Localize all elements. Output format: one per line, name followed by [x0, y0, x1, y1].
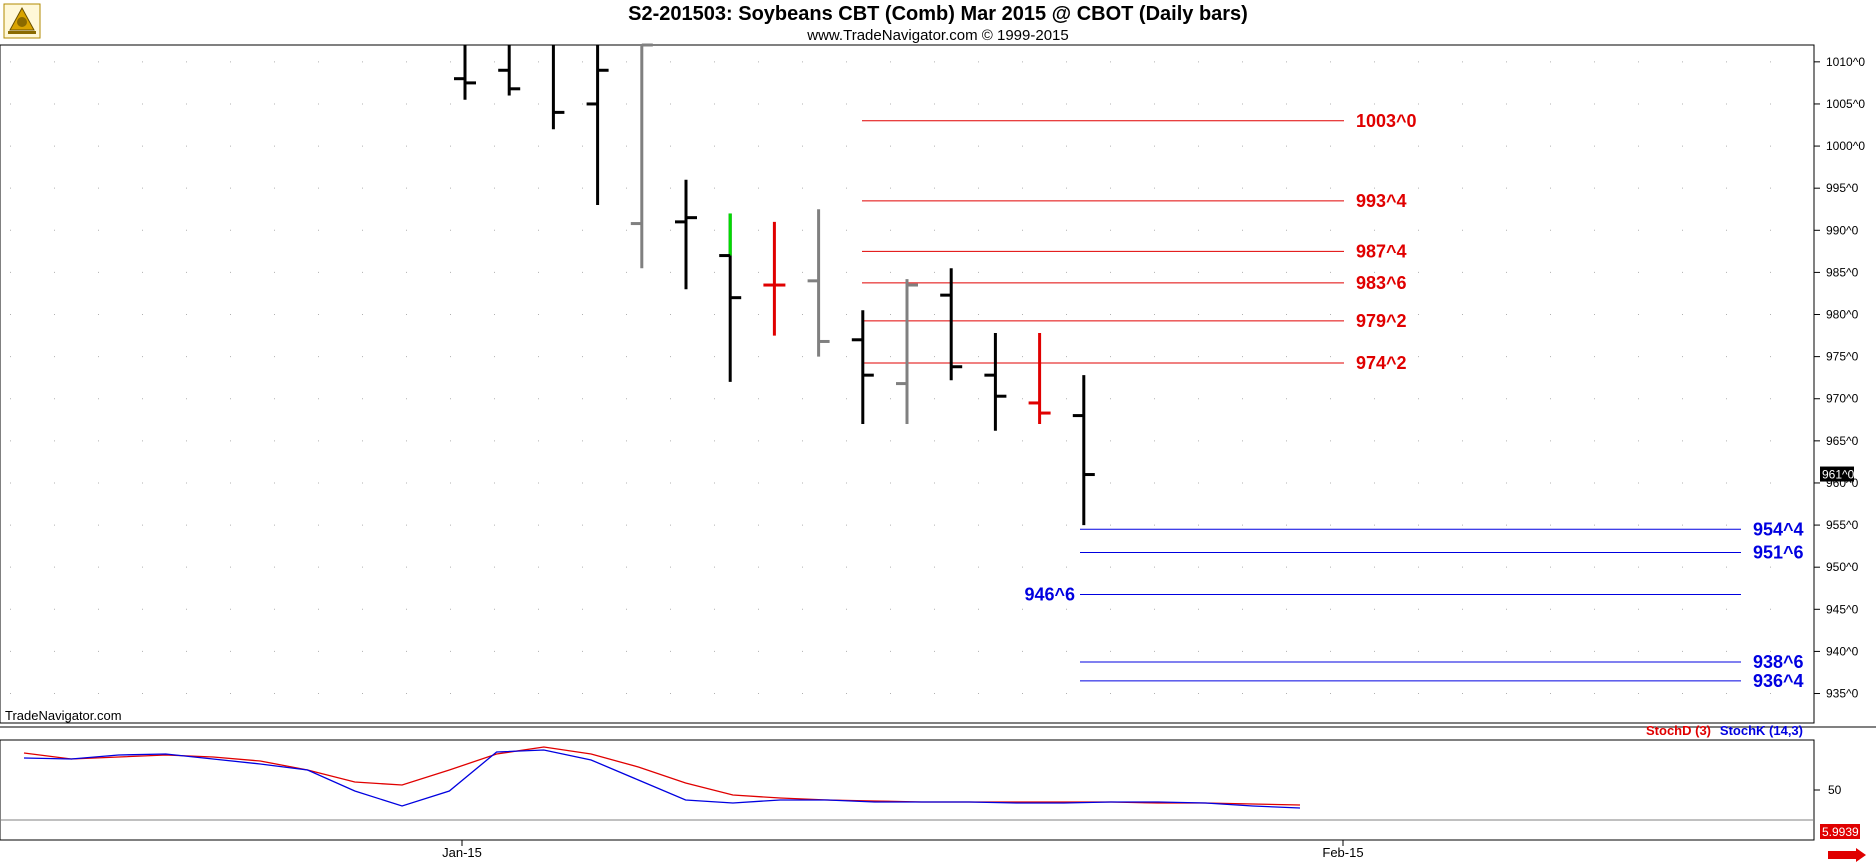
chart-frame	[0, 44, 1876, 841]
price-axis: 1010^0 1005^0 1000^0 995^0 990^0 985^0 980^0 97…	[1814, 55, 1865, 701]
y-tick-label: 935^0	[1826, 687, 1859, 701]
y-tick-label: 985^0	[1826, 265, 1859, 279]
chart-title: S2-201503: Soybeans CBT (Comb) Mar 2015 …	[628, 3, 1248, 25]
y-tick-label: 1000^0	[1826, 139, 1865, 153]
y-tick-label: 980^0	[1826, 308, 1859, 322]
stochastic-panel: 50 5.9939	[0, 746, 1860, 839]
watermark: TradeNavigator.com	[5, 708, 122, 723]
support-label: 946^6	[1024, 585, 1075, 605]
y-tick-label: 945^0	[1826, 602, 1859, 616]
y-tick-label: 955^0	[1826, 518, 1859, 532]
support-label: 954^4	[1753, 519, 1804, 539]
price-grid	[10, 61, 1810, 695]
legend-stoch-d: StochD (3)	[1646, 723, 1711, 738]
resistance-label: 993^4	[1356, 191, 1407, 211]
resistance-label: 983^6	[1356, 273, 1407, 293]
current-price-label: 961^0	[1822, 468, 1855, 482]
stoch-panel-border	[0, 739, 1815, 841]
y-tick-label: 1005^0	[1826, 97, 1865, 111]
stoch-d-line	[23, 746, 1301, 806]
y-tick-label: 975^0	[1826, 350, 1859, 364]
y-tick-label: 1010^0	[1826, 55, 1865, 69]
current-price-badge: 961^0	[1820, 466, 1855, 482]
y-tick-label: 995^0	[1826, 181, 1859, 195]
time-axis: Jan-15 Feb-15	[442, 840, 1364, 860]
support-label: 938^6	[1753, 652, 1804, 672]
support-label: 936^4	[1753, 671, 1804, 691]
y-tick-label: 940^0	[1826, 644, 1859, 658]
right-arrow-icon[interactable]	[1820, 848, 1868, 862]
resistance-label: 987^4	[1356, 241, 1407, 261]
y-tick-label: 950^0	[1826, 560, 1859, 574]
stoch-k-line	[23, 749, 1301, 809]
y-tick-label: 990^0	[1826, 223, 1859, 237]
current-price-badge-box	[1820, 466, 1854, 482]
price-panel-border	[0, 44, 1815, 724]
stoch-value-badge	[1820, 824, 1860, 839]
legend-stoch-k: StochK (14,3)	[1720, 723, 1803, 738]
y-tick-label: 970^0	[1826, 392, 1859, 406]
stoch-value-label: 5.9939	[1822, 825, 1859, 839]
stoch-tick-label: 50	[1828, 783, 1842, 797]
chart-subtitle: www.TradeNavigator.com © 1999-2015	[806, 27, 1068, 44]
x-tick-label: Jan-15	[442, 845, 482, 860]
level-lines: 1003^0 993^4 987^4 983^6 979^2 974^2 954^4 951^…	[862, 111, 1804, 691]
y-tick-label: 965^0	[1826, 434, 1859, 448]
trade-navigator-logo-icon[interactable]	[3, 3, 41, 39]
resistance-label: 1003^0	[1356, 111, 1417, 131]
stochastic-legend: StochD (3) StochK (14,3)	[1646, 723, 1803, 738]
x-tick-label: Feb-15	[1322, 845, 1363, 860]
resistance-label: 974^2	[1356, 353, 1407, 373]
price-bars	[454, 43, 1095, 526]
support-label: 951^6	[1753, 542, 1804, 562]
resistance-label: 979^2	[1356, 311, 1407, 331]
